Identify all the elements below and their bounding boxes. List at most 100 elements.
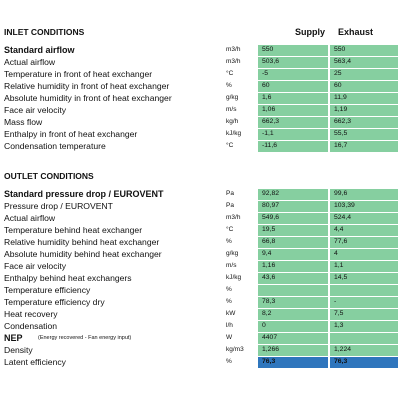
exhaust-cell: 76,3 <box>330 357 398 368</box>
supply-cell: 43,6 <box>258 273 328 284</box>
row-unit: m3/h <box>226 214 241 221</box>
exhaust-cell: - <box>330 297 398 308</box>
row-unit: g/kg <box>226 250 239 257</box>
section-title: OUTLET CONDITIONS <box>4 171 94 181</box>
supply-cell: -11,6 <box>258 141 328 152</box>
supply-cell: 1,6 <box>258 93 328 104</box>
row-unit: Pa <box>226 190 234 197</box>
exhaust-cell: 60 <box>330 81 398 92</box>
supply-cell: 66,8 <box>258 237 328 248</box>
row-label: Temperature in front of heat exchanger <box>4 69 153 79</box>
row-label: Absolute humidity behind heat exchanger <box>4 249 162 259</box>
exhaust-cell: 77,6 <box>330 237 398 248</box>
row-unit: g/kg <box>226 94 239 101</box>
supply-cell: 92,82 <box>258 189 328 200</box>
supply-cell: 19,5 <box>258 225 328 236</box>
exhaust-cell: 563,4 <box>330 57 398 68</box>
row-label: Face air velocity <box>4 105 67 115</box>
exhaust-cell: 662,3 <box>330 117 398 128</box>
exhaust-cell: 25 <box>330 69 398 80</box>
supply-cell: 503,6 <box>258 57 328 68</box>
row-label: Actual airflow <box>4 213 56 223</box>
exhaust-cell: 99,6 <box>330 189 398 200</box>
row-label: Temperature efficiency <box>4 285 91 295</box>
row-unit: kW <box>226 310 236 317</box>
exhaust-cell: 524,4 <box>330 213 398 224</box>
exhaust-cell: 1,19 <box>330 105 398 116</box>
exhaust-cell: 14,5 <box>330 273 398 284</box>
supply-cell: 4407 <box>258 333 328 344</box>
row-unit: l/h <box>226 322 233 329</box>
exhaust-cell: 4,4 <box>330 225 398 236</box>
row-label: Mass flow <box>4 117 43 127</box>
row-unit: Pa <box>226 202 234 209</box>
supply-cell: 1,06 <box>258 105 328 116</box>
exhaust-cell: 7,5 <box>330 309 398 320</box>
exhaust-cell: 55,5 <box>330 129 398 140</box>
row-label: Absolute humidity in front of heat excha… <box>4 93 172 103</box>
row-unit: m/s <box>226 262 237 269</box>
row-label: Density <box>4 345 33 355</box>
exhaust-cell: 550 <box>330 45 398 56</box>
column-header: Supply <box>295 27 326 37</box>
row-label: Latent efficiency <box>4 357 66 367</box>
supply-cell: 8,2 <box>258 309 328 320</box>
supply-cell <box>258 285 328 296</box>
exhaust-cell: 16,7 <box>330 141 398 152</box>
exhaust-cell: 1,1 <box>330 261 398 272</box>
row-unit: kJ/kg <box>226 130 242 137</box>
row-note: (Energy recovered - Fan energy input) <box>38 335 132 341</box>
supply-cell: 9,4 <box>258 249 328 260</box>
exhaust-cell: 4 <box>330 249 398 260</box>
supply-cell: 550 <box>258 45 328 56</box>
supply-cell: -5 <box>258 69 328 80</box>
row-unit: kg/h <box>226 118 239 125</box>
supply-cell: 1,16 <box>258 261 328 272</box>
row-unit: °C <box>226 226 234 233</box>
supply-cell: 0 <box>258 321 328 332</box>
row-label: Enthalpy behind heat exchangers <box>4 273 132 283</box>
row-label: Temperature efficiency dry <box>4 297 105 307</box>
row-label: Standard airflow <box>4 45 75 55</box>
row-unit: % <box>226 82 232 89</box>
exhaust-cell: 1,224 <box>330 345 398 356</box>
row-unit: % <box>226 238 232 245</box>
exhaust-cell <box>330 333 398 344</box>
exhaust-cell: 1,3 <box>330 321 398 332</box>
row-label: NEP <box>4 333 23 343</box>
column-header: Exhaust <box>338 27 374 37</box>
row-label: Actual airflow <box>4 57 56 67</box>
supply-cell: 78,3 <box>258 297 328 308</box>
supply-cell: 80,97 <box>258 201 328 212</box>
exhaust-cell: 103,39 <box>330 201 398 212</box>
row-unit: % <box>226 286 232 293</box>
exhaust-cell: 11,9 <box>330 93 398 104</box>
row-label: Temperature behind heat exchanger <box>4 225 143 235</box>
section-title: INLET CONDITIONS <box>4 27 85 37</box>
supply-cell: 662,3 <box>258 117 328 128</box>
row-label: Relative humidity in front of heat excha… <box>4 81 170 91</box>
row-unit: m/s <box>226 106 237 113</box>
row-unit: W <box>226 334 233 341</box>
supply-cell: -1,1 <box>258 129 328 140</box>
supply-cell: 60 <box>258 81 328 92</box>
supply-cell: 1,266 <box>258 345 328 356</box>
row-label: Condensation <box>4 321 58 331</box>
row-label: Pressure drop / EUROVENT <box>4 201 113 211</box>
row-label: Enthalpy in front of heat exchanger <box>4 129 138 139</box>
row-label: Standard pressure drop / EUROVENT <box>4 189 164 199</box>
row-unit: °C <box>226 70 234 77</box>
supply-cell: 549,6 <box>258 213 328 224</box>
supply-cell: 76,3 <box>258 357 328 368</box>
row-unit: m3/h <box>226 46 241 53</box>
row-unit: % <box>226 358 232 365</box>
row-unit: % <box>226 298 232 305</box>
row-label: Condensation temperature <box>4 141 106 151</box>
row-label: Heat recovery <box>4 309 58 319</box>
row-unit: °C <box>226 142 234 149</box>
row-unit: kJ/kg <box>226 274 242 281</box>
row-label: Relative humidity behind heat exchanger <box>4 237 160 247</box>
exhaust-cell <box>330 285 398 296</box>
row-unit: kg/m3 <box>226 346 244 353</box>
